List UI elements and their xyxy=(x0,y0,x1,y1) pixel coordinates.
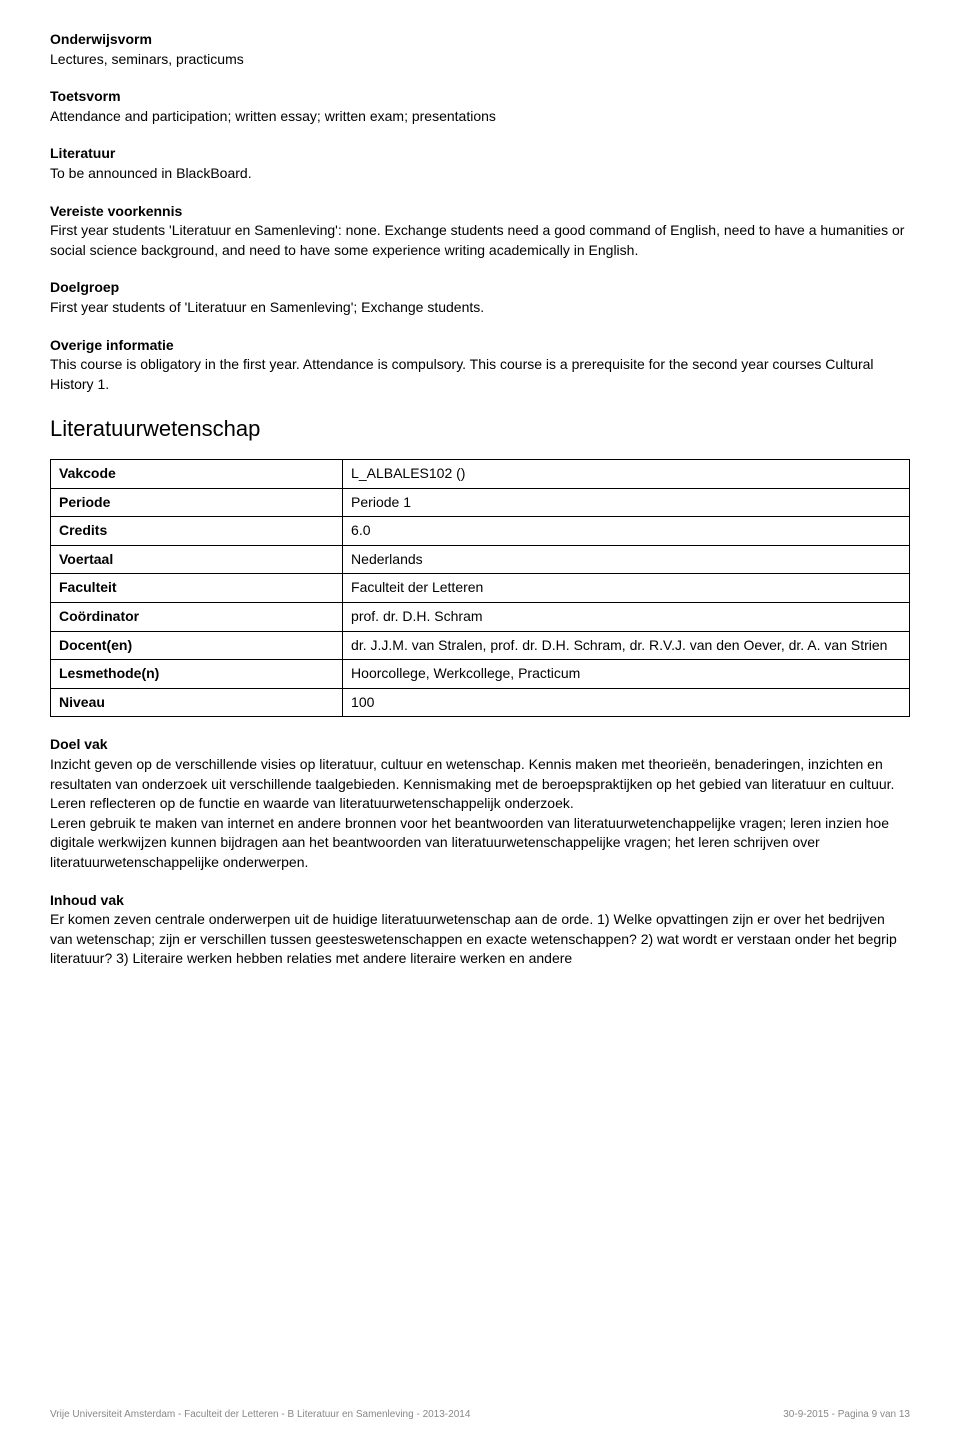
table-value: Periode 1 xyxy=(343,488,910,517)
section-heading: Doelgroep xyxy=(50,278,910,298)
section-body: Inzicht geven op de verschillende visies… xyxy=(50,755,910,814)
section-body: First year students 'Literatuur en Samen… xyxy=(50,221,910,260)
pre-table-sections: OnderwijsvormLectures, seminars, practic… xyxy=(50,30,910,394)
table-row: Docent(en)dr. J.J.M. van Stralen, prof. … xyxy=(51,631,910,660)
table-row: Coördinatorprof. dr. D.H. Schram xyxy=(51,603,910,632)
section-body: To be announced in BlackBoard. xyxy=(50,164,910,184)
table-value: dr. J.J.M. van Stralen, prof. dr. D.H. S… xyxy=(343,631,910,660)
table-value: 100 xyxy=(343,688,910,717)
table-row: Lesmethode(n)Hoorcollege, Werkcollege, P… xyxy=(51,660,910,689)
table-row: FaculteitFaculteit der Letteren xyxy=(51,574,910,603)
section-body: First year students of 'Literatuur en Sa… xyxy=(50,298,910,318)
table-label: Faculteit xyxy=(51,574,343,603)
table-row: Niveau100 xyxy=(51,688,910,717)
course-title: Literatuurwetenschap xyxy=(50,414,910,445)
table-label: Voertaal xyxy=(51,545,343,574)
section-heading: Doel vak xyxy=(50,735,910,755)
details-table: VakcodeL_ALBALES102 ()PeriodePeriode 1Cr… xyxy=(50,459,910,717)
table-label: Coördinator xyxy=(51,603,343,632)
table-value: Hoorcollege, Werkcollege, Practicum xyxy=(343,660,910,689)
section-heading: Toetsvorm xyxy=(50,87,910,107)
table-label: Credits xyxy=(51,517,343,546)
table-value: prof. dr. D.H. Schram xyxy=(343,603,910,632)
table-row: Credits6.0 xyxy=(51,517,910,546)
section-heading: Inhoud vak xyxy=(50,891,910,911)
table-row: PeriodePeriode 1 xyxy=(51,488,910,517)
section-body: Lectures, seminars, practicums xyxy=(50,50,910,70)
section-body: Leren gebruik te maken van internet en a… xyxy=(50,814,910,873)
table-label: Niveau xyxy=(51,688,343,717)
section-heading: Vereiste voorkennis xyxy=(50,202,910,222)
footer-right: 30-9-2015 - Pagina 9 van 13 xyxy=(783,1408,910,1422)
footer-left: Vrije Universiteit Amsterdam - Faculteit… xyxy=(50,1408,470,1422)
table-row: VoertaalNederlands xyxy=(51,545,910,574)
post-table-sections: Doel vakInzicht geven op de verschillend… xyxy=(50,735,910,969)
section-body: Attendance and participation; written es… xyxy=(50,107,910,127)
section-heading: Literatuur xyxy=(50,144,910,164)
table-label: Lesmethode(n) xyxy=(51,660,343,689)
table-row: VakcodeL_ALBALES102 () xyxy=(51,460,910,489)
table-value: 6.0 xyxy=(343,517,910,546)
page-footer: Vrije Universiteit Amsterdam - Faculteit… xyxy=(50,1408,910,1422)
table-label: Docent(en) xyxy=(51,631,343,660)
section-body: This course is obligatory in the first y… xyxy=(50,355,910,394)
table-value: Nederlands xyxy=(343,545,910,574)
table-label: Periode xyxy=(51,488,343,517)
table-value: Faculteit der Letteren xyxy=(343,574,910,603)
table-label: Vakcode xyxy=(51,460,343,489)
section-heading: Onderwijsvorm xyxy=(50,30,910,50)
section-heading: Overige informatie xyxy=(50,336,910,356)
table-value: L_ALBALES102 () xyxy=(343,460,910,489)
section-body: Er komen zeven centrale onderwerpen uit … xyxy=(50,910,910,969)
